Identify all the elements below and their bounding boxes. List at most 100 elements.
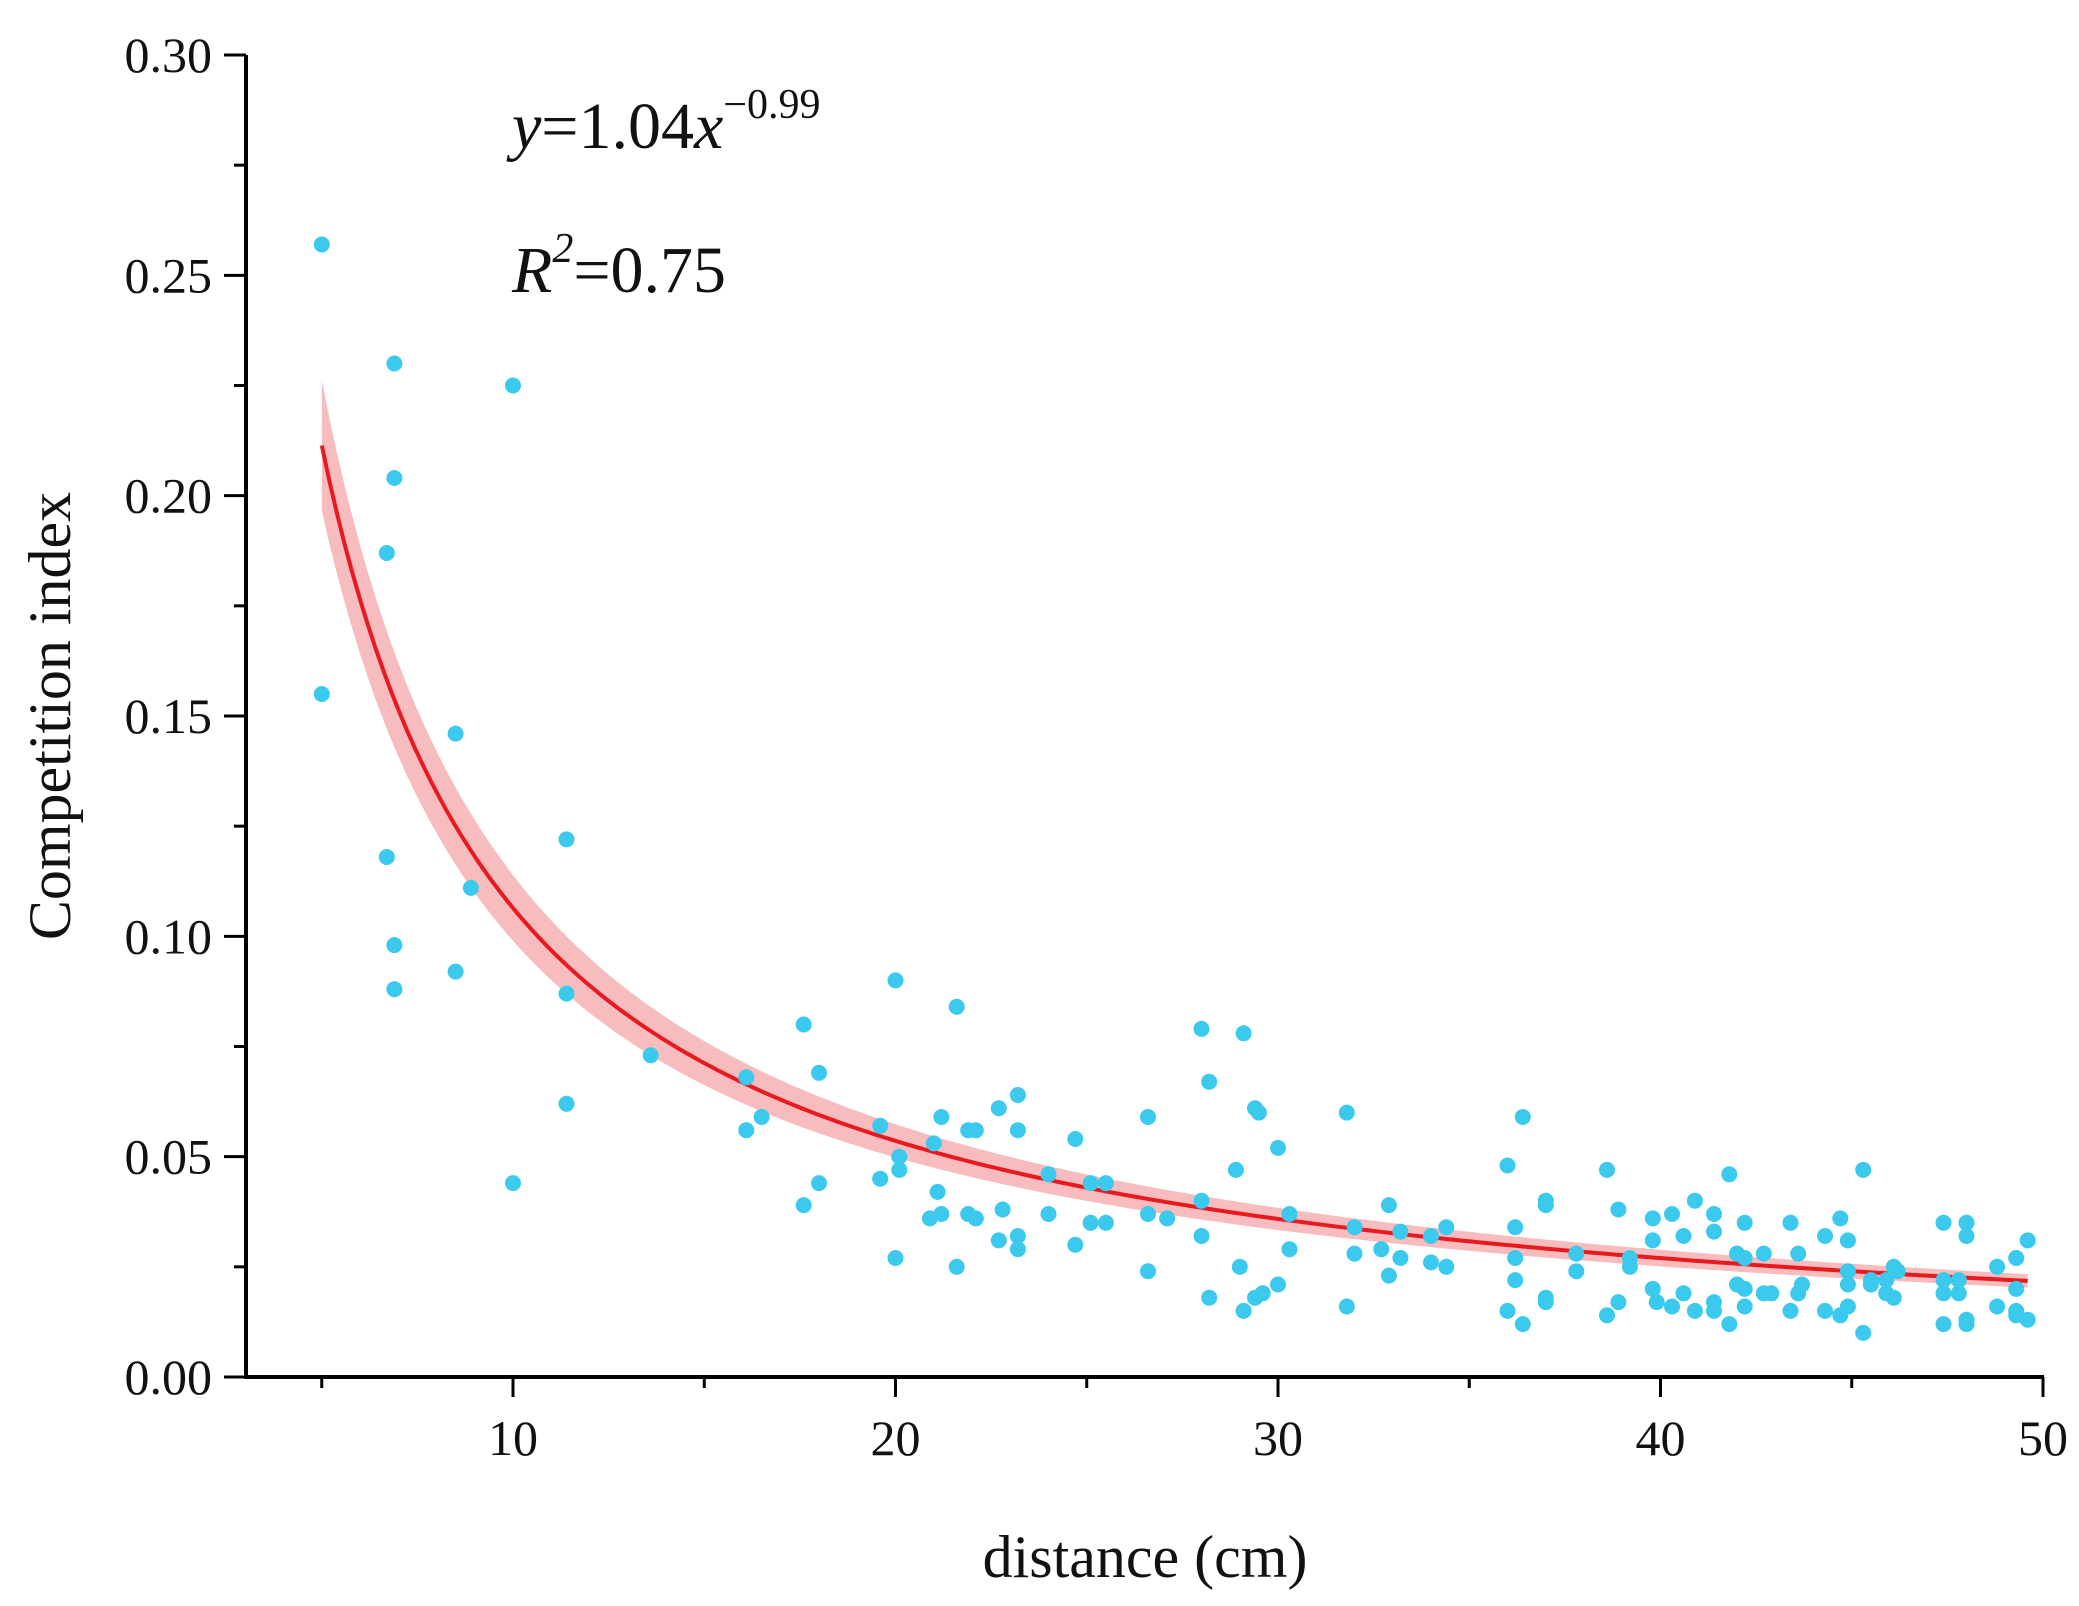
data-point — [1201, 1073, 1218, 1090]
data-point — [1736, 1250, 1753, 1266]
data-point — [1958, 1214, 1975, 1231]
data-point — [1736, 1298, 1753, 1315]
data-point — [1097, 1175, 1114, 1192]
data-point — [1675, 1285, 1692, 1302]
data-point — [1159, 1210, 1176, 1227]
data-point — [1935, 1316, 1952, 1333]
x-tick-label: 40 — [1636, 1410, 1686, 1466]
data-point — [1862, 1272, 1879, 1289]
data-point — [1721, 1316, 1738, 1333]
data-point — [1855, 1161, 1872, 1178]
data-point — [1989, 1258, 2006, 1275]
data-point — [1009, 1241, 1026, 1258]
data-point — [1499, 1157, 1516, 1174]
data-point — [1009, 1087, 1026, 1103]
data-point — [1338, 1298, 1355, 1315]
data-point — [1507, 1272, 1524, 1289]
data-point — [386, 937, 403, 954]
data-point — [1889, 1263, 1906, 1280]
data-point — [2008, 1250, 2025, 1266]
data-point — [1664, 1206, 1680, 1222]
data-point — [1067, 1236, 1084, 1253]
data-point — [1514, 1109, 1531, 1125]
data-point — [811, 1064, 827, 1081]
data-point — [2008, 1280, 2025, 1297]
data-point — [1721, 1166, 1738, 1183]
data-point — [990, 1100, 1007, 1117]
data-point — [1380, 1267, 1397, 1284]
data-point — [1644, 1232, 1661, 1249]
data-point — [1855, 1324, 1872, 1341]
data-point — [642, 1047, 659, 1064]
y-tick-label: 0.00 — [125, 1349, 213, 1405]
data-point — [1763, 1285, 1780, 1302]
r-squared-value: =0.75 — [573, 234, 726, 307]
data-point — [891, 1148, 908, 1165]
data-point — [1736, 1214, 1753, 1231]
y-tick-label: 0.15 — [125, 688, 213, 744]
data-point — [1736, 1280, 1753, 1297]
data-point — [2019, 1232, 2036, 1249]
data-point — [1706, 1206, 1722, 1222]
data-point — [967, 1210, 984, 1227]
data-point — [1644, 1210, 1661, 1227]
data-point — [1686, 1302, 1703, 1319]
data-point — [1839, 1276, 1856, 1293]
data-point — [1817, 1302, 1833, 1319]
data-point — [1817, 1228, 1833, 1244]
data-point — [1832, 1210, 1849, 1227]
data-point — [891, 1161, 908, 1178]
data-point — [925, 1135, 942, 1152]
fit-equation-exponent: −0.99 — [723, 82, 820, 128]
data-point — [1782, 1214, 1799, 1231]
data-point — [872, 1170, 889, 1187]
data-point — [738, 1122, 755, 1139]
data-point — [795, 1197, 812, 1214]
data-point — [313, 236, 330, 253]
data-point — [558, 985, 575, 1002]
data-point — [1270, 1276, 1286, 1293]
data-point — [1392, 1223, 1409, 1240]
y-tick-label: 0.30 — [125, 27, 213, 83]
fit-equation-y: y — [506, 90, 542, 163]
data-point — [948, 1258, 965, 1275]
data-point — [933, 1109, 950, 1125]
data-point — [1140, 1206, 1156, 1222]
data-point — [1706, 1223, 1722, 1240]
data-point — [1193, 1192, 1210, 1209]
data-point — [1201, 1289, 1218, 1306]
data-point — [1235, 1302, 1252, 1319]
data-point — [1537, 1294, 1554, 1311]
data-point — [447, 725, 464, 742]
fit-equation-x: x — [693, 90, 723, 163]
data-point — [1067, 1131, 1084, 1147]
data-point — [505, 1175, 521, 1192]
data-point — [887, 972, 904, 989]
data-point — [1346, 1219, 1363, 1236]
data-point — [1009, 1122, 1026, 1139]
data-point — [1935, 1285, 1952, 1302]
r-squared-r: R — [511, 234, 552, 307]
data-point — [386, 355, 403, 372]
data-point — [1958, 1316, 1975, 1333]
data-point — [1281, 1241, 1298, 1258]
data-point — [1935, 1272, 1952, 1289]
data-point — [994, 1201, 1011, 1218]
data-point — [1610, 1201, 1627, 1218]
axis-ticks — [224, 53, 2045, 1397]
scatter-points — [313, 236, 2036, 1341]
data-point — [462, 879, 479, 896]
data-point — [1392, 1250, 1409, 1266]
x-tick-label: 10 — [488, 1410, 538, 1466]
data-point — [1082, 1214, 1099, 1231]
data-point — [1706, 1302, 1722, 1319]
data-point — [1794, 1276, 1810, 1293]
data-point — [378, 545, 395, 561]
data-point — [1568, 1263, 1585, 1280]
data-point — [1423, 1254, 1439, 1271]
data-point — [1346, 1245, 1363, 1262]
data-point — [795, 1016, 812, 1033]
axis-tick-labels: 0.00 0.05 0.10 0.15 0.20 0.25 0.30 10 20 30 40 50 — [125, 27, 2069, 1466]
data-point — [1507, 1219, 1524, 1236]
